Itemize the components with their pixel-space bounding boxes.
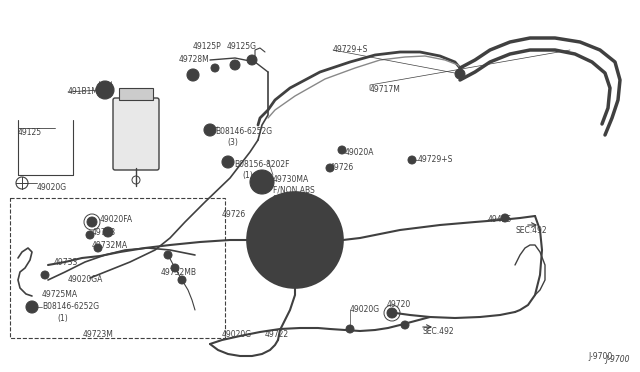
Text: 49720: 49720	[387, 300, 412, 309]
Text: 49733: 49733	[54, 258, 78, 267]
Text: (1): (1)	[242, 171, 253, 180]
Text: SEC.490: SEC.490	[273, 195, 305, 204]
Bar	[119, 88, 153, 100]
Text: SEC.492: SEC.492	[423, 327, 454, 336]
Text: 49020G: 49020G	[222, 330, 252, 339]
Circle shape	[455, 69, 465, 79]
Text: 49726: 49726	[330, 163, 355, 172]
Text: 49020A: 49020A	[345, 148, 374, 157]
Circle shape	[401, 321, 409, 329]
Text: F/NON ABS: F/NON ABS	[273, 185, 315, 194]
Circle shape	[250, 170, 274, 194]
Text: (3): (3)	[227, 138, 238, 147]
Text: 49125: 49125	[18, 128, 42, 137]
Text: 49020G: 49020G	[350, 305, 380, 314]
Circle shape	[230, 60, 240, 70]
Text: 491B1M: 491B1M	[68, 87, 99, 96]
Text: 49722: 49722	[265, 330, 289, 339]
Text: 49717M: 49717M	[370, 85, 401, 94]
Circle shape	[346, 325, 354, 333]
Text: B08156-8202F: B08156-8202F	[234, 160, 289, 169]
Circle shape	[387, 308, 397, 318]
Circle shape	[247, 55, 257, 65]
Text: 49728M: 49728M	[179, 55, 210, 64]
Text: B08146-6252G: B08146-6252G	[42, 302, 99, 311]
Text: 49728: 49728	[92, 228, 116, 237]
FancyBboxPatch shape	[113, 98, 159, 170]
Circle shape	[222, 156, 234, 168]
Text: 49729+S: 49729+S	[418, 155, 453, 164]
Text: (1): (1)	[57, 314, 68, 323]
Circle shape	[87, 217, 97, 227]
Circle shape	[204, 124, 216, 136]
Text: 49455: 49455	[488, 215, 513, 224]
Text: SEC.492: SEC.492	[516, 226, 548, 235]
Circle shape	[41, 271, 49, 279]
Text: 49020GA: 49020GA	[68, 275, 104, 284]
Text: J-9700: J-9700	[605, 355, 630, 364]
Circle shape	[338, 146, 346, 154]
Text: 49729+S: 49729+S	[333, 45, 369, 54]
Circle shape	[190, 72, 196, 78]
Circle shape	[257, 177, 267, 187]
Text: 49125G: 49125G	[227, 42, 257, 51]
Text: B08146-6252G: B08146-6252G	[215, 127, 272, 136]
Circle shape	[501, 214, 509, 222]
Circle shape	[408, 156, 416, 164]
Text: 49732MA: 49732MA	[92, 241, 128, 250]
Circle shape	[96, 81, 114, 99]
Text: 49726: 49726	[222, 210, 246, 219]
Circle shape	[326, 164, 334, 172]
Circle shape	[247, 192, 343, 288]
Circle shape	[187, 69, 199, 81]
Text: 49726: 49726	[297, 240, 321, 249]
Text: 49125P: 49125P	[193, 42, 221, 51]
Circle shape	[94, 244, 102, 252]
Circle shape	[211, 64, 219, 72]
Circle shape	[103, 227, 113, 237]
Text: 49725MA: 49725MA	[42, 290, 78, 299]
Circle shape	[263, 208, 327, 272]
Text: B: B	[226, 160, 230, 164]
Text: 49020G: 49020G	[37, 183, 67, 192]
Text: B: B	[208, 128, 212, 132]
Circle shape	[86, 231, 94, 239]
Text: J-9700: J-9700	[588, 352, 612, 361]
Circle shape	[289, 234, 301, 246]
Text: 49732MB: 49732MB	[161, 268, 197, 277]
Text: 49723M: 49723M	[83, 330, 114, 339]
Circle shape	[171, 264, 179, 272]
Text: 49730MA: 49730MA	[273, 175, 309, 184]
Circle shape	[279, 224, 311, 256]
Text: 49020FA: 49020FA	[100, 215, 133, 224]
Circle shape	[26, 301, 38, 313]
Bar	[10, 198, 225, 338]
Circle shape	[164, 251, 172, 259]
Circle shape	[178, 276, 186, 284]
Text: B: B	[30, 305, 34, 310]
